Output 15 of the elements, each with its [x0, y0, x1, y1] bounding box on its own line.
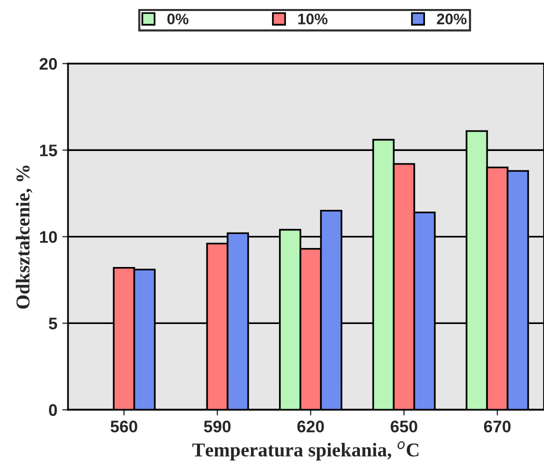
legend-label: 10% [298, 14, 328, 24]
y-tick-label: 10 [40, 231, 57, 243]
x-tick-label: 590 [204, 420, 231, 432]
y-tick-label: 5 [48, 318, 58, 330]
y-tick-label: 0 [48, 404, 57, 416]
y-axis-title: Odkształcenie, % [16, 166, 32, 309]
legend-label: 20% [436, 14, 467, 24]
legend-label: 0% [167, 14, 188, 24]
x-tick-label: 560 [110, 420, 138, 432]
x-tick-label: 670 [484, 420, 511, 432]
x-tick-label: 650 [390, 420, 418, 432]
x-axis-title: Temperatura spiekania, $^{o}$C [192, 441, 418, 460]
y-tick-label: 15 [40, 144, 58, 156]
x-tick-label: 620 [297, 420, 324, 432]
y-tick-label: 20 [40, 58, 57, 70]
